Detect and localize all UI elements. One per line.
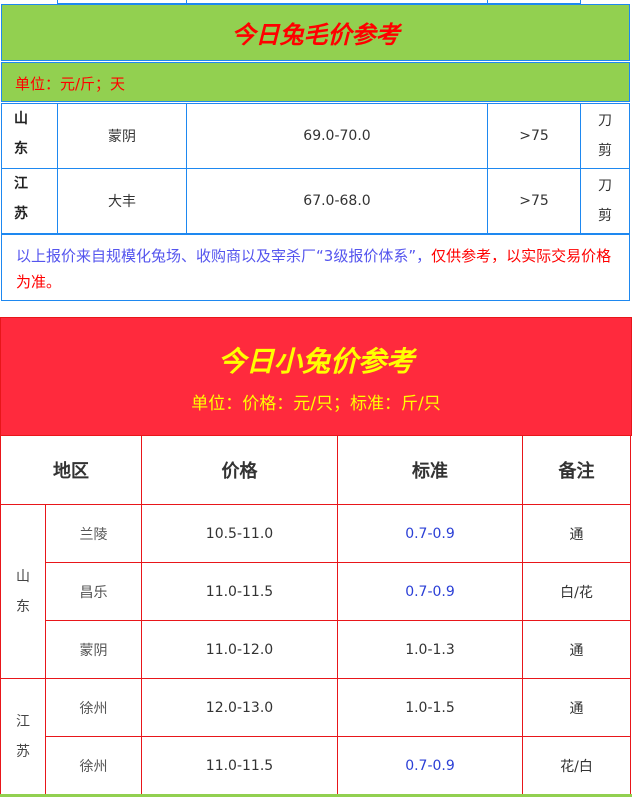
city-cell: 大丰 (57, 168, 187, 234)
bottom-divider (0, 794, 632, 797)
standard-cell: 1.0-1.3 (337, 620, 523, 679)
note-source: 以上报价来自规模化兔场、收购商以及宰杀厂“3级报价体系”， (16, 247, 432, 265)
method-char: 剪 (598, 208, 612, 224)
province-cell: 山东 (1, 103, 58, 169)
wool-unit: 单位：元/斤；天 (1, 62, 630, 102)
wool-note: 以上报价来自规模化兔场、收购商以及宰杀厂“3级报价体系”，仅供参考，以实际交易价… (1, 234, 630, 301)
price-cell: 12.0-13.0 (141, 678, 338, 737)
method-cell: 刀剪 (580, 168, 630, 234)
price-cell: 67.0-68.0 (186, 168, 488, 234)
method-cell: 刀剪 (580, 103, 630, 169)
province-cell: 山东 (0, 504, 46, 679)
province-cell: 江苏 (0, 678, 46, 795)
rabbit-unit: 单位：价格：元/只；标准：斤/只 (191, 393, 441, 414)
province-char: 东 (16, 598, 30, 615)
method-char: 刀 (598, 178, 612, 194)
wool-title: 今日兔毛价参考 (1, 4, 630, 61)
note-cell: 通 (522, 504, 631, 563)
province-char: 苏 (14, 206, 28, 222)
city-cell: 徐州 (45, 736, 142, 795)
note-cell: 花/白 (522, 736, 631, 795)
city-cell: 蒙阴 (45, 620, 142, 679)
column-header: 价格 (141, 435, 338, 505)
cell (487, 0, 581, 4)
note-cell: 白/花 (522, 562, 631, 621)
rabbit-header-banner: 今日小兔价参考 单位：价格：元/只；标准：斤/只 (0, 317, 632, 436)
standard-cell: 0.7-0.9 (337, 504, 523, 563)
price-cell: 69.0-70.0 (186, 103, 488, 169)
province-cell: 江苏 (1, 168, 58, 234)
price-cell: 11.0-11.5 (141, 736, 338, 795)
city-cell: 昌乐 (45, 562, 142, 621)
city-cell: 兰陵 (45, 504, 142, 563)
province-char: 江 (16, 713, 30, 730)
rabbit-title: 今日小兔价参考 (217, 345, 414, 378)
city-cell: 徐州 (45, 678, 142, 737)
province-char: 江 (14, 176, 28, 192)
days-cell: >75 (487, 168, 581, 234)
standard-cell: 0.7-0.9 (337, 736, 523, 795)
column-header: 备注 (522, 435, 631, 505)
method-char: 刀 (598, 113, 612, 129)
column-header: 地区 (0, 435, 142, 505)
province-char: 山 (16, 568, 30, 585)
days-cell: >75 (487, 103, 581, 169)
city-cell: 蒙阴 (57, 103, 187, 169)
note-cell: 通 (522, 678, 631, 737)
province-char: 东 (14, 141, 28, 157)
standard-cell: 0.7-0.9 (337, 562, 523, 621)
note-disclaimer: 仅供参考，以实际交易价格为准。 (16, 247, 612, 291)
price-cell: 11.0-11.5 (141, 562, 338, 621)
province-char: 苏 (16, 743, 30, 760)
province-char: 山 (14, 111, 28, 127)
note-cell: 通 (522, 620, 631, 679)
standard-cell: 1.0-1.5 (337, 678, 523, 737)
price-cell: 10.5-11.0 (141, 504, 338, 563)
column-header: 标准 (337, 435, 523, 505)
method-char: 剪 (598, 143, 612, 159)
price-cell: 11.0-12.0 (141, 620, 338, 679)
